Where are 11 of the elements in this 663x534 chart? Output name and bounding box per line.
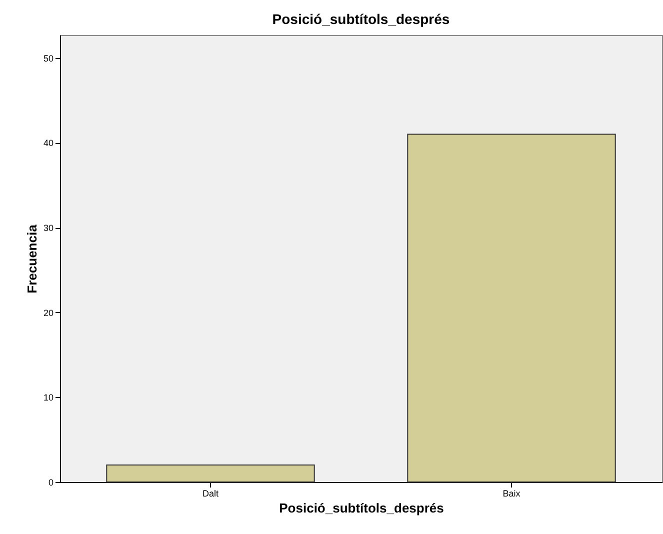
y-tick-label: 50 — [43, 53, 54, 64]
y-tick-label: 10 — [43, 392, 54, 403]
x-tick-label: Dalt — [202, 488, 219, 498]
y-tick-label: 0 — [48, 478, 54, 488]
x-axis-title: Posició_subtítols_després — [279, 500, 444, 516]
x-tick-label: Baix — [502, 488, 521, 498]
chart-title: Posició_subtítols_després — [272, 11, 450, 27]
y-tick-label: 20 — [43, 308, 54, 318]
y-tick-label: 30 — [43, 223, 54, 234]
y-tick-label: 40 — [43, 138, 54, 148]
y-axis-title: Frecuencia — [24, 224, 40, 294]
